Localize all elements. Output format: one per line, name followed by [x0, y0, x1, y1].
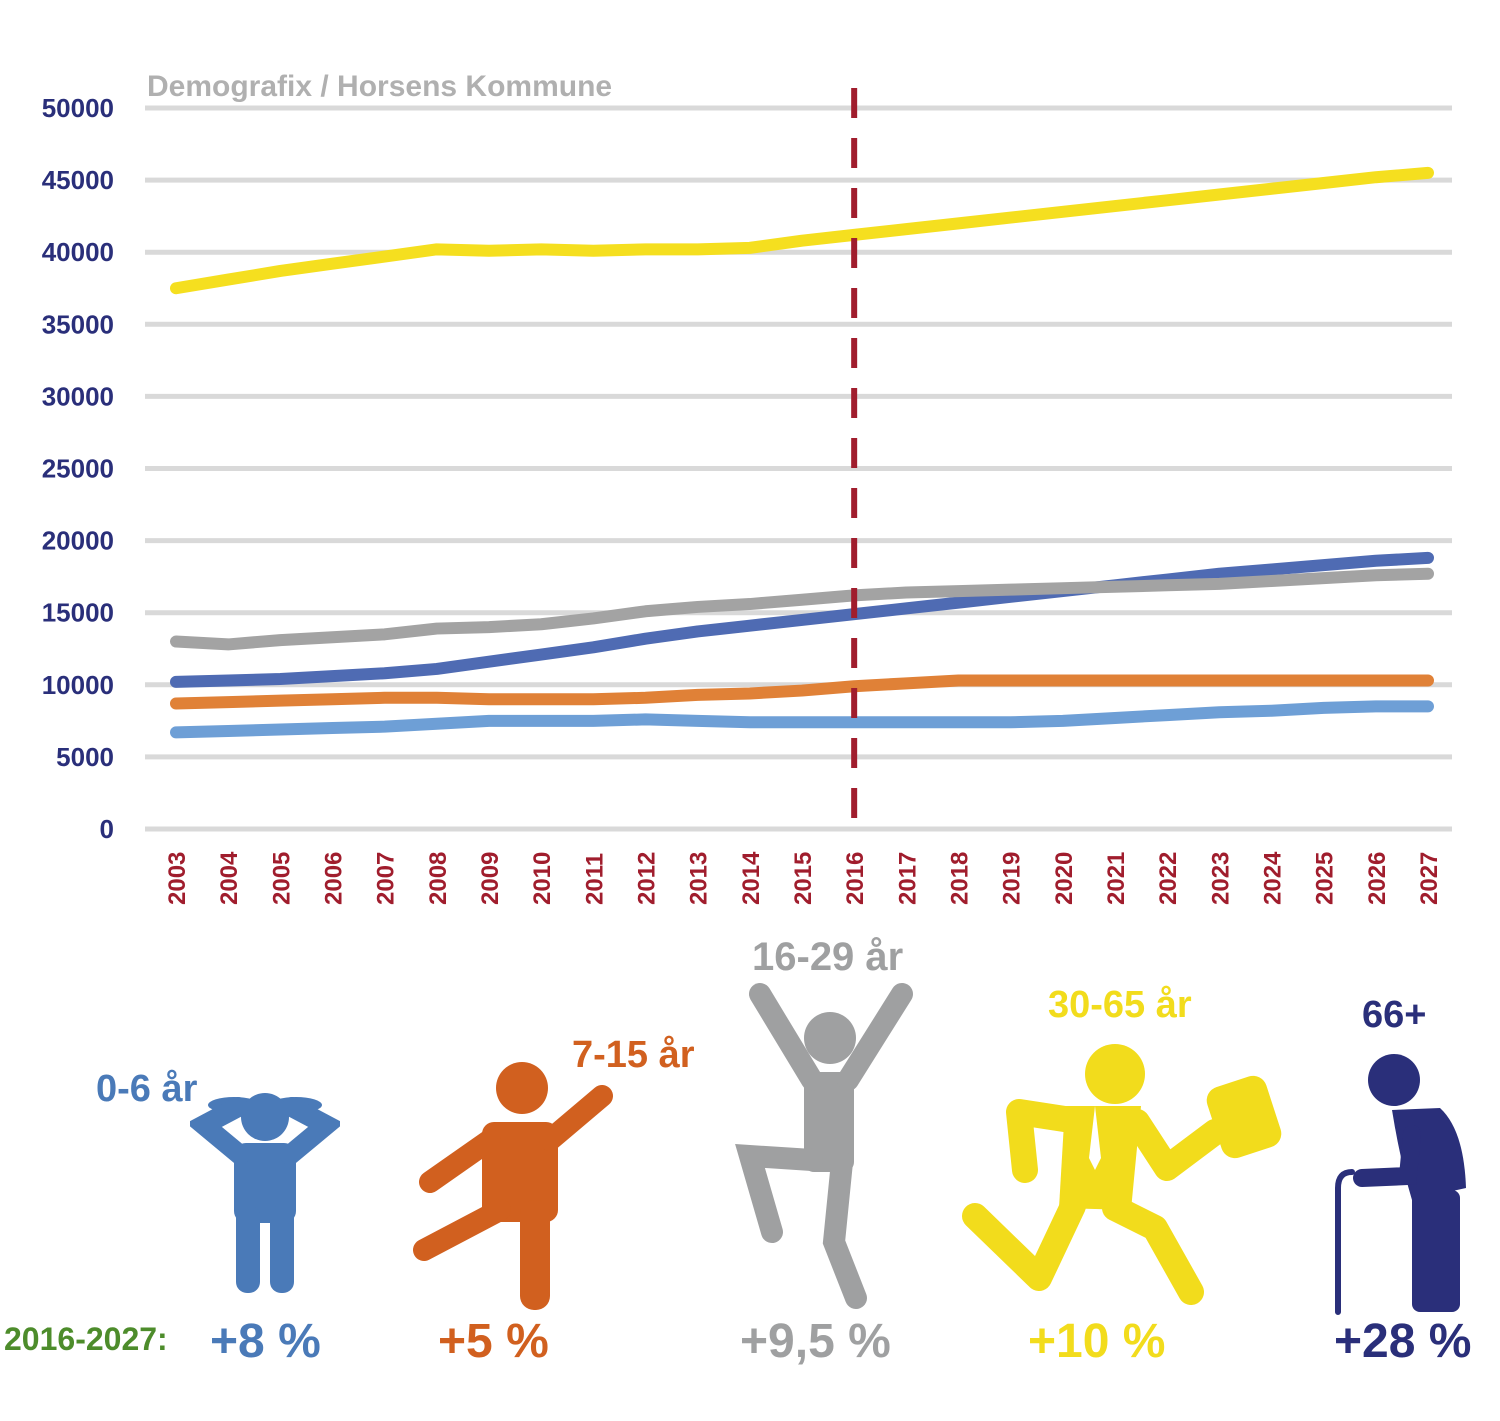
y-tick-label: 15000: [42, 598, 114, 628]
series-line-0: [170, 166, 1434, 295]
x-tick-label: 2020: [1051, 852, 1078, 905]
jumping-youth-icon: [735, 983, 913, 1309]
x-tick-label: 2015: [790, 852, 817, 905]
x-tick-label: 2022: [1155, 852, 1182, 905]
x-tick-label: 2005: [268, 852, 295, 905]
group-label-0-6: 0-6 år: [96, 1068, 198, 1110]
y-tick-label: 45000: [42, 165, 114, 195]
elderly-with-cane-icon: [1335, 1054, 1466, 1315]
x-tick-label: 2025: [1312, 852, 1339, 905]
x-tick-label: 2003: [164, 852, 191, 905]
group-label-16-29: 16-29 år: [752, 935, 904, 979]
series-lines: [170, 166, 1434, 739]
x-tick-label: 2017: [894, 852, 921, 905]
x-tick-label: 2007: [373, 852, 400, 905]
group-label-66-plus: 66+: [1362, 994, 1427, 1036]
population-chart: 0 5000 10000 15000 20000 25000 30000 35000 40000…: [42, 70, 1452, 905]
y-tick-label: 10000: [42, 670, 114, 700]
x-tick-label: 2006: [321, 852, 348, 905]
x-tick-label: 2019: [999, 852, 1026, 905]
y-tick-label: 0: [100, 814, 114, 844]
x-tick-label: 2013: [686, 852, 713, 905]
x-axis-ticks: 2003 2004 2005 2006 2007 2008 2009 2010 2011 2012…: [164, 851, 1443, 905]
pct-change-7-15: +5 %: [438, 1315, 549, 1368]
x-tick-label: 2021: [1103, 852, 1130, 905]
x-tick-label: 2004: [216, 851, 243, 905]
y-axis-ticks: 0 5000 10000 15000 20000 25000 30000 35000 40000…: [42, 93, 114, 844]
y-tick-label: 25000: [42, 454, 114, 484]
kicking-child-icon: [413, 1062, 613, 1310]
y-tick-label: 40000: [42, 237, 114, 267]
gridlines: [145, 105, 1452, 832]
x-tick-label: 2024: [1260, 851, 1287, 905]
x-tick-label: 2014: [738, 851, 765, 905]
running-businessman-icon: [962, 1044, 1282, 1305]
x-tick-label: 2027: [1416, 852, 1443, 905]
pct-change-66-plus: +28 %: [1334, 1315, 1472, 1368]
x-tick-label: 2026: [1364, 852, 1391, 905]
x-tick-label: 2010: [529, 852, 556, 905]
series-line-4: [170, 700, 1434, 739]
chart-subtitle: Demografix / Horsens Kommune: [147, 70, 612, 103]
pct-change-30-65: +10 %: [1028, 1315, 1166, 1368]
pct-change-0-6: +8 %: [210, 1315, 321, 1368]
x-tick-label: 2016: [842, 852, 869, 905]
group-label-7-15: 7-15 år: [572, 1034, 695, 1076]
y-tick-label: 35000: [42, 309, 114, 339]
series-line-1: [170, 551, 1434, 688]
x-tick-label: 2018: [947, 852, 974, 905]
x-tick-label: 2012: [634, 852, 661, 905]
y-tick-label: 20000: [42, 526, 114, 556]
x-tick-label: 2023: [1207, 852, 1234, 905]
child-hands-on-head-icon: [190, 1093, 340, 1293]
y-tick-label: 30000: [42, 381, 114, 411]
x-tick-label: 2009: [477, 852, 504, 905]
series-line-3: [170, 674, 1434, 710]
period-label: 2016-2027:: [4, 1321, 168, 1357]
group-label-30-65: 30-65 år: [1048, 984, 1192, 1026]
pct-change-16-29: +9,5 %: [740, 1315, 891, 1368]
x-tick-label: 2011: [581, 853, 608, 905]
y-tick-label: 50000: [42, 93, 114, 123]
x-tick-label: 2008: [425, 852, 452, 905]
y-tick-label: 5000: [56, 742, 114, 772]
series-line-2: [170, 567, 1434, 651]
